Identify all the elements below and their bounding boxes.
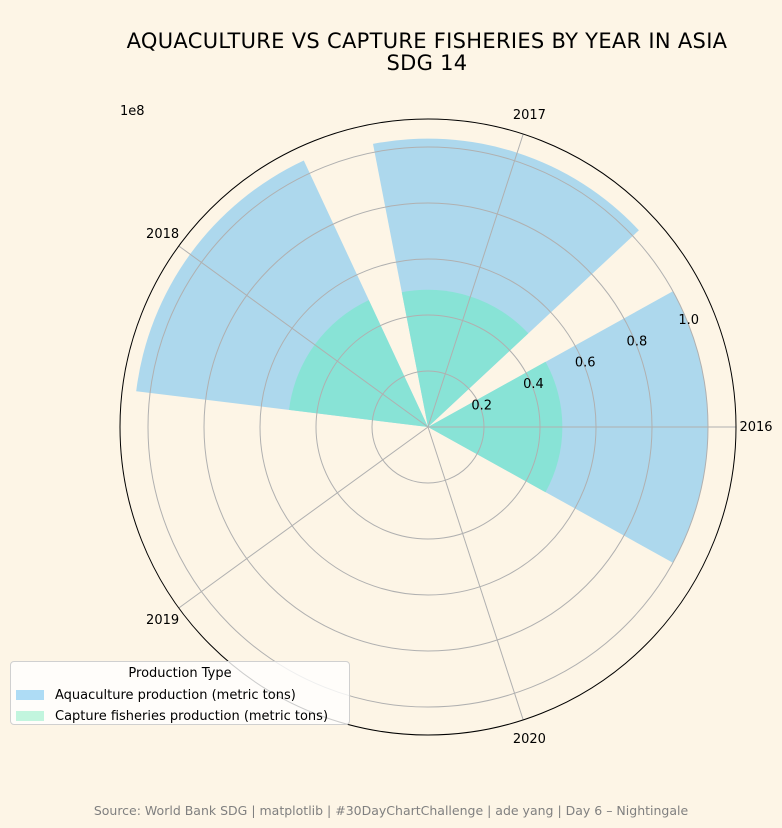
chart-title: AQUACULTURE VS CAPTURE FISHERIES BY YEAR… <box>36 30 782 74</box>
grid-layer <box>147 133 736 721</box>
grid-spoke-2020 <box>427 426 524 721</box>
bar-capture-2018 <box>289 300 428 427</box>
legend-title: Production Type <box>128 666 232 681</box>
angle-label-2020: 2020 <box>513 732 546 747</box>
grid-spoke-2017 <box>427 133 524 428</box>
radial-tick-1.0: 1.0 <box>678 313 699 328</box>
source-note: Source: World Bank SDG | matplotlib | #3… <box>93 803 689 818</box>
legend-item-aquaculture: Aquaculture production (metric tons) <box>16 687 296 703</box>
angle-label-2016: 2016 <box>739 420 772 435</box>
angle-label-2018: 2018 <box>146 227 179 242</box>
radial-tick-0.8: 0.8 <box>627 334 648 349</box>
labels-layer: 2016 2017 2018 2019 2020 0.2 0.4 0.6 0.8 1.0 <box>146 108 772 747</box>
legend: Production Type Aquaculture production (… <box>10 661 350 725</box>
legend-swatch-capture <box>16 711 44 721</box>
angle-label-2019: 2019 <box>146 613 179 628</box>
bars-layer <box>136 138 708 563</box>
legend-label-capture: Capture fisheries production (metric ton… <box>55 708 329 724</box>
radial-tick-0.6: 0.6 <box>575 356 596 371</box>
polar-frame <box>119 118 737 736</box>
scale-label: 1e8 <box>120 104 145 119</box>
grid-spoke-2019 <box>178 426 429 609</box>
legend-label-aquaculture: Aquaculture production (metric tons) <box>55 687 296 703</box>
chart-title-line2: SDG 14 <box>386 51 468 75</box>
legend-item-capture: Capture fisheries production (metric ton… <box>16 708 328 724</box>
grid-spoke-2018 <box>178 245 429 428</box>
angle-label-2017: 2017 <box>513 108 546 123</box>
radial-tick-0.2: 0.2 <box>471 399 492 414</box>
chart-title-line1: AQUACULTURE VS CAPTURE FISHERIES BY YEAR… <box>126 29 728 53</box>
bar-capture-2017 <box>401 289 529 427</box>
radial-tick-0.4: 0.4 <box>523 377 544 392</box>
legend-swatch-aquaculture <box>16 690 44 700</box>
